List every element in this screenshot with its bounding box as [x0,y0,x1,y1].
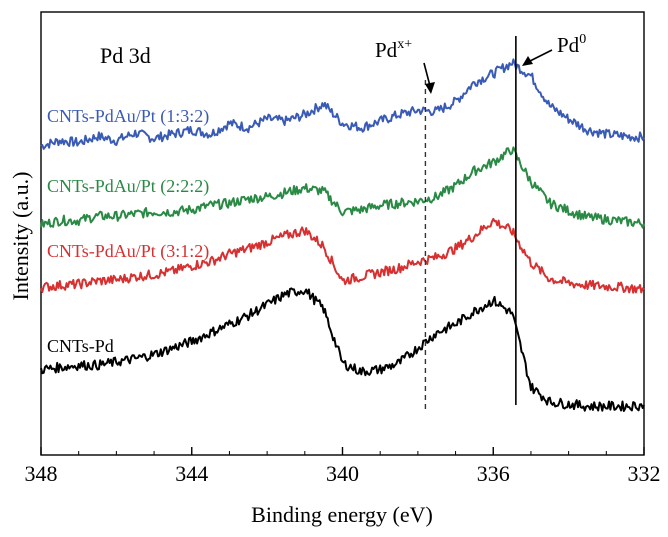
pdx-plus-label: Pdx+ [375,37,412,62]
series-line-4 [40,287,645,412]
x-tick-label: 336 [477,461,510,486]
series-label-3: CNTs-PdAu/Pt (3:1:2) [47,241,209,262]
pd0-label-sup: 0 [579,32,586,47]
x-tick-label: 348 [25,461,58,486]
series-line-2 [40,146,645,229]
panel-label: Pd 3d [100,43,151,68]
x-tick-label: 340 [326,461,359,486]
series-label-4: CNTs-Pd [47,336,114,356]
plot-frame [40,11,645,456]
x-tick-group: 348 344 340 336 332 [25,447,661,486]
pd0-arrow [522,49,553,66]
x-axis-title: Binding energy (eV) [251,502,433,527]
series-line-3 [40,217,645,294]
x-tick-label: 344 [175,461,208,486]
y-axis-title: Intensity (a.u.) [8,172,33,301]
pd0-label-base: Pd [557,33,580,57]
pdx-plus-arrow [423,62,435,94]
series-label-2: CNTs-PdAu/Pt (2:2:2) [47,176,209,197]
pdx-plus-label-sup: x+ [397,37,412,52]
pdx-plus-label-base: Pd [375,38,398,62]
x-tick-label: 332 [628,461,661,486]
curves-group [40,58,645,412]
series-label-1: CNTs-PdAu/Pt (1:3:2) [47,106,209,127]
series-line-1 [40,58,645,150]
pd0-label: Pd0 [557,32,586,57]
